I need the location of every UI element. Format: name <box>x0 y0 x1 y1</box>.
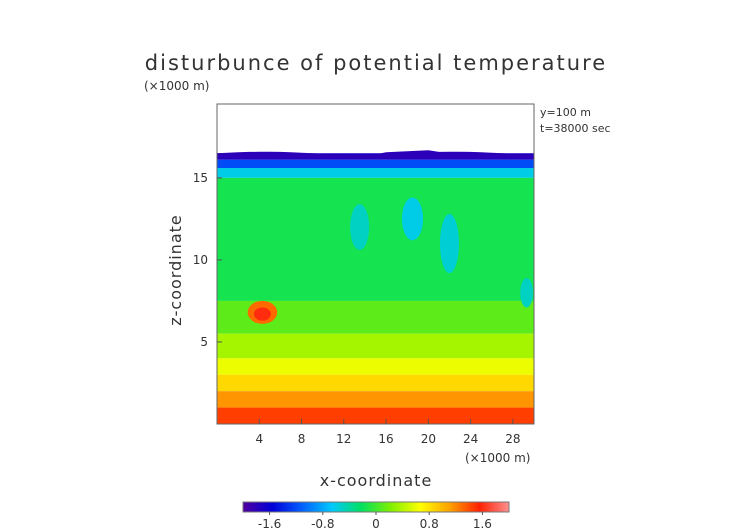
x-unit-label: (×1000 m) <box>465 451 530 465</box>
y-axis: 5 10 15 <box>193 171 222 349</box>
x-tick-label: 8 <box>298 432 306 446</box>
colorbar-tick-label: 1.6 <box>473 517 492 531</box>
y-unit-label: (×1000 m) <box>144 79 209 93</box>
x-tick-label: 4 <box>255 432 263 446</box>
annotation-y: y=100 m <box>540 106 591 119</box>
field-layer-7 <box>217 374 534 392</box>
y-axis-label: z-coordinate <box>166 214 185 326</box>
annotation-t: t=38000 sec <box>540 122 611 135</box>
y-tick-label: 5 <box>200 335 208 349</box>
x-axis: 4 8 12 16 20 24 28 <box>255 419 521 446</box>
x-tick-label: 24 <box>463 432 478 446</box>
colorbar-tick-label: -0.8 <box>311 517 334 531</box>
colorbar <box>242 501 510 513</box>
x-axis-label: x-coordinate <box>320 471 433 490</box>
field-layer-8 <box>217 391 534 408</box>
y-tick-label: 10 <box>193 253 208 267</box>
field-layer-2 <box>217 168 534 178</box>
colorbar-tick-label: 0 <box>372 517 380 531</box>
field-anomaly-5 <box>520 277 533 308</box>
field-anomaly-3 <box>401 197 424 241</box>
colorbar-tick-label: -1.6 <box>258 517 281 531</box>
field-layer-9 <box>217 407 534 424</box>
y-tick-label: 15 <box>193 171 208 185</box>
colorbar-ticks: -1.6 -0.8 0 0.8 1.6 <box>258 512 492 531</box>
x-tick-label: 20 <box>421 432 436 446</box>
field-anomaly-1 <box>253 307 271 321</box>
field-layer-1 <box>217 159 534 168</box>
chart-title: disturbunce of potential temperature <box>145 51 607 75</box>
x-tick-label: 12 <box>336 432 351 446</box>
x-tick-label: 16 <box>378 432 393 446</box>
field-layer-6 <box>217 358 534 375</box>
x-tick-label: 28 <box>505 432 520 446</box>
field-anomaly-2 <box>350 204 370 251</box>
field-top-edge <box>217 150 534 160</box>
field-layer-3 <box>217 177 534 301</box>
plot-frame <box>216 103 535 425</box>
field-anomaly-4 <box>439 213 459 274</box>
colorbar-tick-label: 0.8 <box>420 517 439 531</box>
heatmap-field <box>217 150 534 424</box>
field-layer-5 <box>217 333 534 359</box>
